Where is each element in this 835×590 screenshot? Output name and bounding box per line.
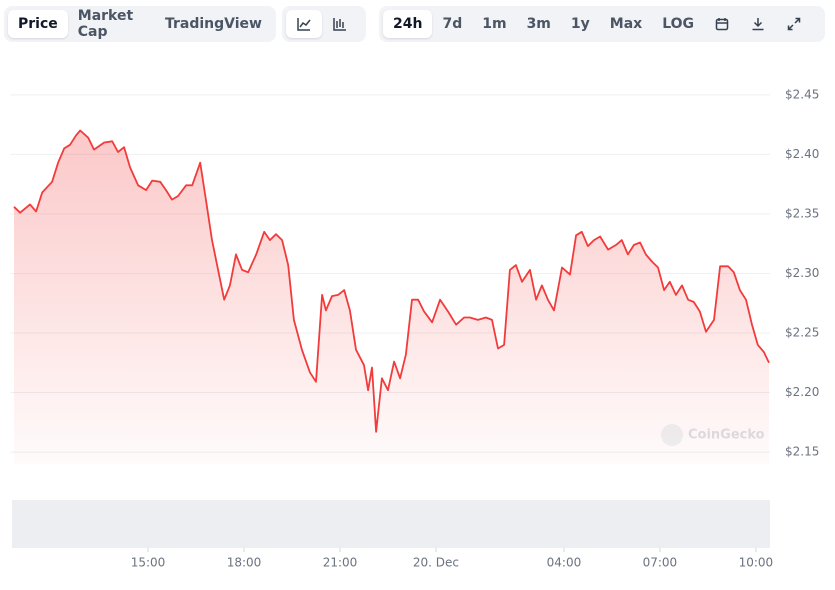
tab[interactable]: Max	[609, 16, 643, 32]
icon-button[interactable]	[776, 10, 812, 38]
y-tick-label: $2.45	[785, 87, 819, 101]
icon	[752, 18, 764, 31]
tab[interactable]: 7d	[442, 16, 463, 32]
price-area	[14, 130, 769, 464]
x-tick-label: 20. Dec	[413, 556, 459, 570]
x-tick-label: 21:00	[323, 556, 358, 570]
x-tick-label: 07:00	[643, 556, 678, 570]
y-tick-label: $2.15	[785, 445, 819, 459]
y-tick-label: $2.35	[785, 206, 819, 220]
icon	[333, 18, 346, 31]
tab[interactable]: 1y	[570, 16, 590, 32]
y-tick-label: $2.25	[785, 326, 819, 340]
icon	[297, 18, 311, 31]
x-tick-label: 10:00	[739, 556, 774, 570]
y-tick-label: $2.20	[785, 385, 819, 399]
tab[interactable]: LOG	[662, 16, 695, 32]
y-tick-label: $2.30	[785, 266, 819, 280]
tab[interactable]: 1m	[482, 16, 507, 32]
line-chart-button[interactable]	[286, 10, 322, 38]
watermark-text: CoinGecko	[688, 428, 765, 443]
icon	[787, 17, 801, 31]
icon	[715, 18, 729, 31]
volume-band	[12, 500, 770, 548]
icon-button[interactable]	[704, 10, 740, 38]
x-tick-label: 15:00	[131, 556, 166, 570]
chart-style	[282, 6, 366, 42]
tab[interactable]: 24h	[383, 10, 433, 38]
icon-button[interactable]	[740, 10, 776, 38]
tab[interactable]: Market Cap	[77, 8, 134, 40]
y-tick-label: $2.40	[785, 147, 819, 161]
watermark: CoinGecko	[661, 424, 765, 446]
view-tabs: Price Market Cap TradingView	[4, 6, 276, 42]
tab[interactable]: 3m	[526, 16, 551, 32]
x-tick-label: 04:00	[547, 556, 582, 570]
tab[interactable]: Price	[8, 10, 68, 38]
candle-chart-button[interactable]	[322, 10, 358, 38]
range-tabs: 24h 7d 1m 3m 1y Max LOG	[379, 6, 825, 42]
x-tick-label: 18:00	[227, 556, 262, 570]
price-line	[13, 129, 770, 433]
tab[interactable]: TradingView	[165, 16, 262, 32]
